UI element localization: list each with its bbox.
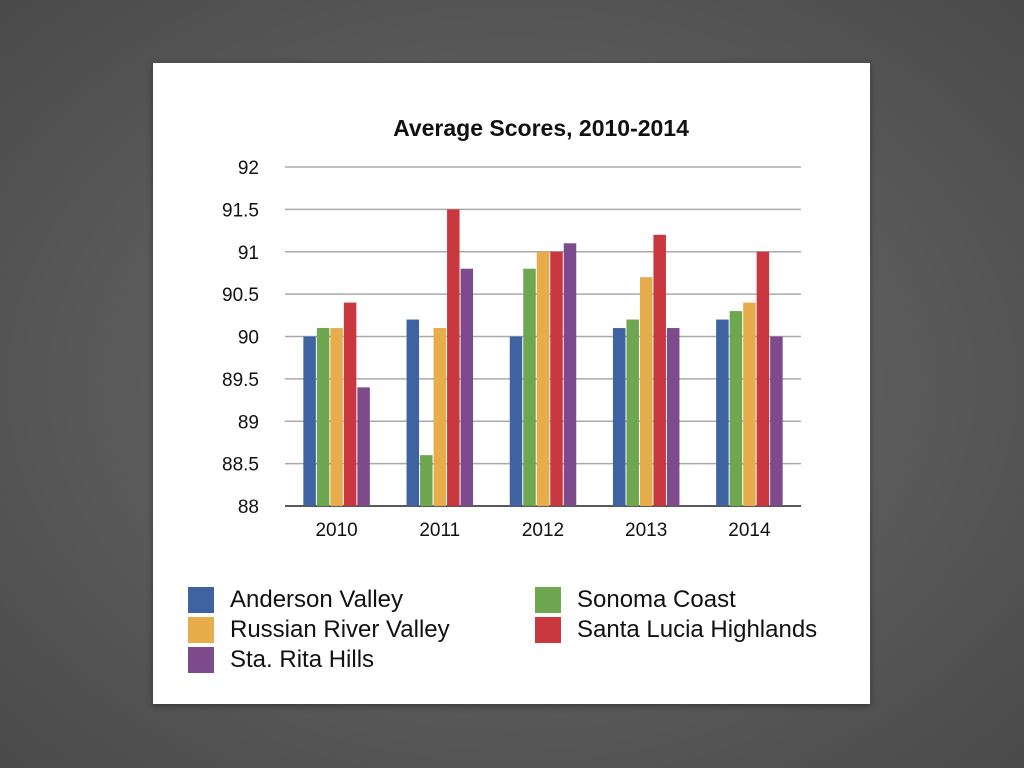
y-tick-label: 90 bbox=[238, 328, 259, 349]
bar bbox=[343, 302, 357, 506]
y-axis-ticks: 92 91.5 91 90.5 90 89.5 89 88.5 88 bbox=[222, 158, 259, 518]
legend-swatch bbox=[188, 647, 214, 673]
legend-label: Sta. Rita Hills bbox=[230, 646, 375, 673]
bar bbox=[523, 268, 536, 506]
bar bbox=[563, 243, 577, 506]
legend-label: Anderson Valley bbox=[230, 586, 403, 613]
x-tick-label: 2010 bbox=[315, 520, 357, 541]
y-tick-label: 91 bbox=[238, 243, 259, 264]
x-tick-label: 2013 bbox=[625, 520, 667, 541]
bar bbox=[509, 336, 523, 506]
legend-swatch bbox=[188, 587, 214, 613]
legend-item-sonoma-coast: Sonoma Coast bbox=[535, 586, 736, 613]
bar bbox=[729, 311, 743, 506]
chart-title: Average Scores, 2010-2014 bbox=[393, 115, 689, 141]
y-tick-label: 91.5 bbox=[222, 200, 259, 221]
bar bbox=[303, 336, 316, 506]
x-tick-label: 2011 bbox=[419, 520, 460, 541]
y-tick-label: 88.5 bbox=[222, 455, 259, 476]
legend-label: Santa Lucia Highlands bbox=[577, 616, 818, 643]
x-tick-label: 2014 bbox=[728, 520, 771, 541]
bar bbox=[770, 336, 783, 506]
bar bbox=[639, 277, 653, 506]
bar bbox=[316, 328, 330, 506]
legend-item-russian-river-valley: Russian River Valley bbox=[188, 616, 450, 643]
bar bbox=[550, 251, 563, 506]
bar-chart: Average Scores, 2010-2014 92 91.5 91 90.5 90… bbox=[222, 115, 801, 541]
legend-label: Sonoma Coast bbox=[577, 586, 736, 613]
bar bbox=[743, 302, 756, 506]
bar bbox=[357, 387, 370, 506]
y-tick-label: 89 bbox=[238, 412, 259, 433]
bar bbox=[626, 319, 639, 506]
y-tick-label: 88 bbox=[238, 497, 259, 518]
legend: Anderson Valley Sonoma Coast Russian Riv… bbox=[188, 583, 848, 683]
y-tick-label: 92 bbox=[238, 158, 259, 179]
chart-card: Average Scores, 2010-2014 92 91.5 91 90.5 90… bbox=[153, 63, 870, 704]
bar bbox=[460, 268, 474, 506]
bar bbox=[420, 455, 433, 506]
legend-swatch bbox=[535, 587, 561, 613]
x-axis-ticks: 2010 2011 2012 2013 2014 bbox=[315, 520, 771, 541]
y-tick-label: 90.5 bbox=[222, 285, 259, 306]
bar bbox=[666, 328, 680, 506]
bar bbox=[612, 328, 626, 506]
y-tick-label: 89.5 bbox=[222, 370, 259, 391]
legend-item-anderson-valley: Anderson Valley bbox=[188, 586, 403, 613]
bars bbox=[303, 209, 783, 507]
bar bbox=[330, 328, 343, 506]
bar bbox=[653, 234, 666, 507]
bar bbox=[433, 328, 447, 506]
bar bbox=[756, 251, 770, 506]
legend-item-sta-rita-hills: Sta. Rita Hills bbox=[188, 646, 375, 673]
bar bbox=[406, 319, 420, 506]
legend-swatch bbox=[535, 617, 561, 643]
bar bbox=[536, 251, 550, 506]
bar bbox=[716, 319, 729, 506]
legend-swatch bbox=[188, 617, 214, 643]
legend-label: Russian River Valley bbox=[230, 616, 450, 643]
legend-item-santa-lucia-highlands: Santa Lucia Highlands bbox=[535, 616, 818, 643]
bar bbox=[447, 209, 460, 506]
x-tick-label: 2012 bbox=[522, 520, 564, 541]
